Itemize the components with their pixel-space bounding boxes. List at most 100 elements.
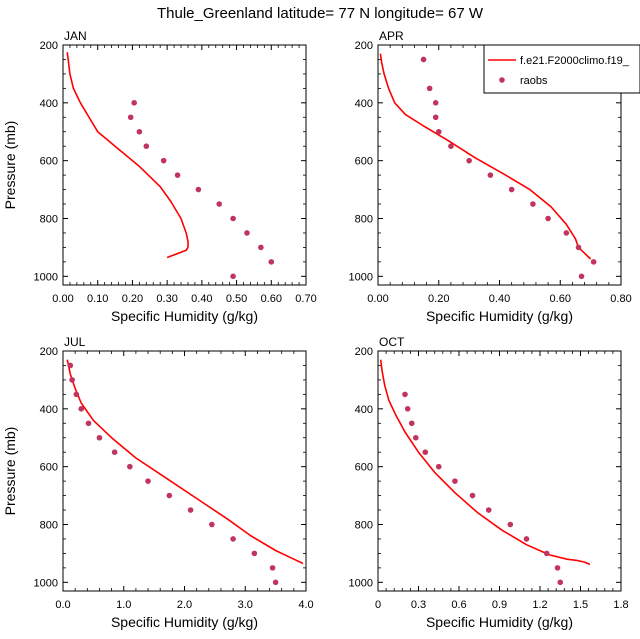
y-tick-label: 800 [355, 519, 373, 531]
obs-point [230, 273, 236, 280]
obs-point [160, 157, 167, 164]
x-tick-label: 0.40 [489, 293, 510, 305]
obs-point [230, 215, 236, 222]
x-tick-label: 1.8 [613, 599, 628, 611]
x-axis-label: Specific Humidity (g/kg) [111, 308, 258, 324]
plot-frame [62, 350, 307, 592]
y-tick-label: 1000 [34, 271, 58, 283]
obs-point [136, 128, 143, 135]
obs-point [435, 463, 442, 470]
obs-point [143, 143, 150, 150]
obs-point [408, 420, 415, 427]
y-tick-label: 200 [355, 40, 373, 52]
x-tick-label: 2.0 [177, 599, 192, 611]
x-tick-label: 0 [375, 599, 381, 611]
model-line [379, 359, 591, 566]
obs-point [575, 244, 582, 251]
obs-point [269, 565, 276, 571]
plot-frame [62, 44, 307, 286]
y-tick-label: 800 [40, 519, 58, 531]
y-tick-label: 200 [40, 40, 58, 52]
obs-point [543, 550, 550, 557]
plot-frame [377, 350, 622, 592]
y-tick-label: 600 [355, 156, 373, 168]
obs-point [523, 536, 530, 542]
x-tick-label: 4.0 [298, 599, 313, 611]
obs-point [432, 100, 439, 106]
obs-point [251, 550, 258, 557]
obs-point [420, 56, 427, 63]
obs-point [563, 230, 570, 236]
x-axis-label: Specific Humidity (g/kg) [426, 308, 573, 324]
x-tick-label: 0.30 [156, 293, 177, 305]
y-tick-label: 1000 [34, 577, 58, 589]
obs-point [557, 579, 564, 586]
panel-label: OCT [379, 335, 405, 349]
y-tick-label: 600 [355, 462, 373, 474]
x-tick-label: 0.50 [226, 293, 247, 305]
x-tick-label: 0.00 [367, 293, 388, 305]
x-tick-label: 0.20 [428, 293, 449, 305]
obs-point [131, 100, 137, 106]
obs-point [272, 579, 279, 586]
obs-point [145, 478, 151, 484]
panel-oct: OCT 0 0.3 0.6 0.9 1.2 1.5 1.8 200 400 600 800 1000 Sp… [349, 335, 629, 630]
obs-point [244, 230, 250, 236]
obs-point [432, 114, 439, 121]
obs-point [174, 172, 181, 178]
model-line [66, 359, 304, 565]
obs-point [452, 478, 458, 484]
x-tick-label: 1.5 [573, 599, 588, 611]
x-tick-label: 0.3 [411, 599, 426, 611]
obs-point [469, 492, 476, 499]
obs-point [166, 492, 173, 499]
x-tick-label: 0.80 [610, 293, 631, 305]
obs-point [187, 507, 194, 513]
y-tick-label: 400 [40, 404, 58, 416]
y-tick-label: 200 [355, 346, 373, 358]
obs-point [485, 507, 492, 513]
x-axis-label: Specific Humidity (g/kg) [111, 614, 258, 630]
y-tick-label: 400 [40, 98, 58, 110]
panel-label: JAN [64, 29, 87, 43]
obs-point [422, 449, 429, 456]
obs-point [466, 157, 472, 164]
obs-point [73, 391, 80, 398]
y-tick-label: 1000 [349, 271, 373, 283]
obs-point [216, 201, 223, 207]
figure-title: Thule_Greenland latitude= 77 N longitude… [157, 5, 484, 22]
y-tick-label: 400 [355, 98, 373, 110]
x-tick-label: 0.10 [87, 293, 108, 305]
x-tick-label: 0.9 [492, 599, 507, 611]
plot-area [379, 359, 591, 586]
obs-point [78, 406, 85, 412]
obs-point [413, 434, 419, 441]
obs-point [590, 259, 597, 265]
model-line [379, 53, 592, 260]
model-line [66, 52, 189, 259]
obs-point [487, 172, 494, 178]
plot-area [379, 53, 597, 280]
x-tick-label: 0.70 [295, 293, 316, 305]
obs-point [435, 128, 442, 135]
obs-point [402, 391, 408, 398]
legend-obs-label: raobs [520, 75, 548, 87]
y-tick-label: 400 [355, 404, 373, 416]
y-tick-label: 800 [40, 213, 58, 225]
y-axis-label: Pressure (mb) [2, 121, 18, 210]
obs-point [85, 420, 92, 427]
obs-point [111, 449, 118, 456]
obs-point [96, 434, 103, 441]
plot-area [66, 52, 275, 280]
legend: f.e21.F2000climo.f19_raobs [483, 44, 640, 94]
panel-jul: JUL 0.0 1.0 2.0 3.0 4.0 200 400 600 800 1000 Specif… [2, 335, 314, 630]
obs-point [69, 377, 75, 383]
x-tick-label: 1.2 [532, 599, 547, 611]
obs-point [230, 536, 236, 542]
obs-point [127, 114, 134, 121]
panel-jan: JAN 0.00 0.10 0.20 0.30 0.40 0.50 0.60 0.70 200 40… [2, 29, 317, 324]
panel-label: JUL [64, 335, 86, 349]
y-tick-label: 1000 [349, 577, 373, 589]
obs-point [67, 362, 74, 369]
